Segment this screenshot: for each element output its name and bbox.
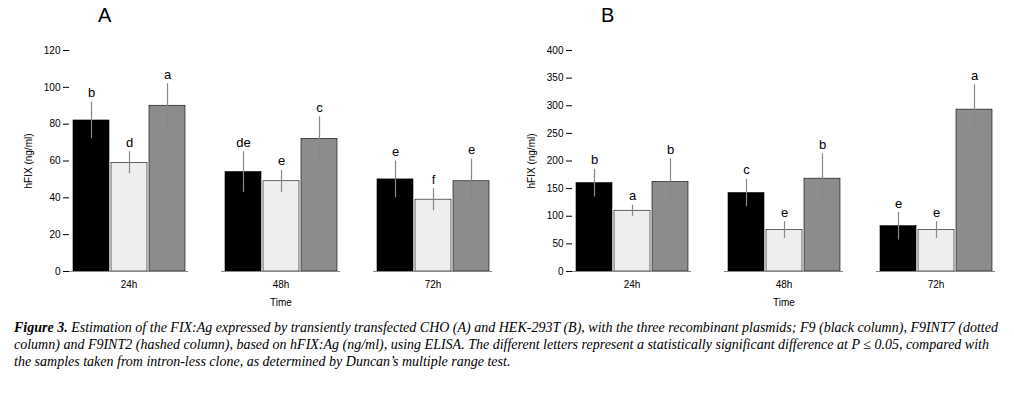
svg-text:48h: 48h [776,279,793,290]
svg-text:c: c [743,162,750,177]
svg-text:350: 350 [547,72,564,83]
svg-text:300: 300 [547,100,564,111]
svg-text:24h: 24h [121,279,138,290]
svg-text:24h: 24h [624,279,641,290]
svg-text:hFIX (ng/ml): hFIX (ng/ml) [526,133,537,188]
svg-text:e: e [933,205,940,220]
svg-text:60: 60 [49,155,61,166]
svg-text:48h: 48h [273,279,290,290]
svg-text:0: 0 [55,266,61,277]
svg-text:100: 100 [44,82,61,93]
svg-text:0: 0 [558,266,564,277]
svg-text:40: 40 [49,192,61,203]
svg-text:b: b [819,137,826,152]
svg-text:a: a [629,188,637,203]
svg-text:150: 150 [547,183,564,194]
svg-text:e: e [392,144,399,159]
svg-text:f: f [432,172,436,187]
svg-text:120: 120 [44,45,61,56]
svg-text:e: e [468,142,475,157]
svg-text:c: c [316,100,323,115]
svg-text:Time: Time [773,297,795,308]
html-text:B: B [601,4,615,26]
html-text:A: A [98,4,112,26]
svg-text:b: b [88,85,95,100]
svg-text:b: b [591,152,598,167]
svg-text:Time: Time [270,297,292,308]
svg-text:e: e [278,153,285,168]
svg-text:72h: 72h [928,279,945,290]
svg-text:e: e [895,196,902,211]
svg-text:hFIX (ng/ml): hFIX (ng/ml) [23,133,34,188]
svg-text:80: 80 [49,118,61,129]
svg-text:e: e [781,205,788,220]
svg-text:400: 400 [547,45,564,56]
svg-text:250: 250 [547,128,564,139]
svg-text:de: de [236,135,250,150]
svg-text:d: d [126,135,133,150]
html-text:Figure 3. Estimation of the FI: Figure 3. Estimation of the FIX:Ag expre… [14,320,998,369]
svg-text:20: 20 [49,229,61,240]
svg-text:100: 100 [547,210,564,221]
svg-text:b: b [667,142,674,157]
svg-text:a: a [971,68,979,83]
svg-text:a: a [164,67,172,82]
svg-text:50: 50 [552,238,564,249]
svg-text:72h: 72h [425,279,442,290]
svg-text:200: 200 [547,155,564,166]
